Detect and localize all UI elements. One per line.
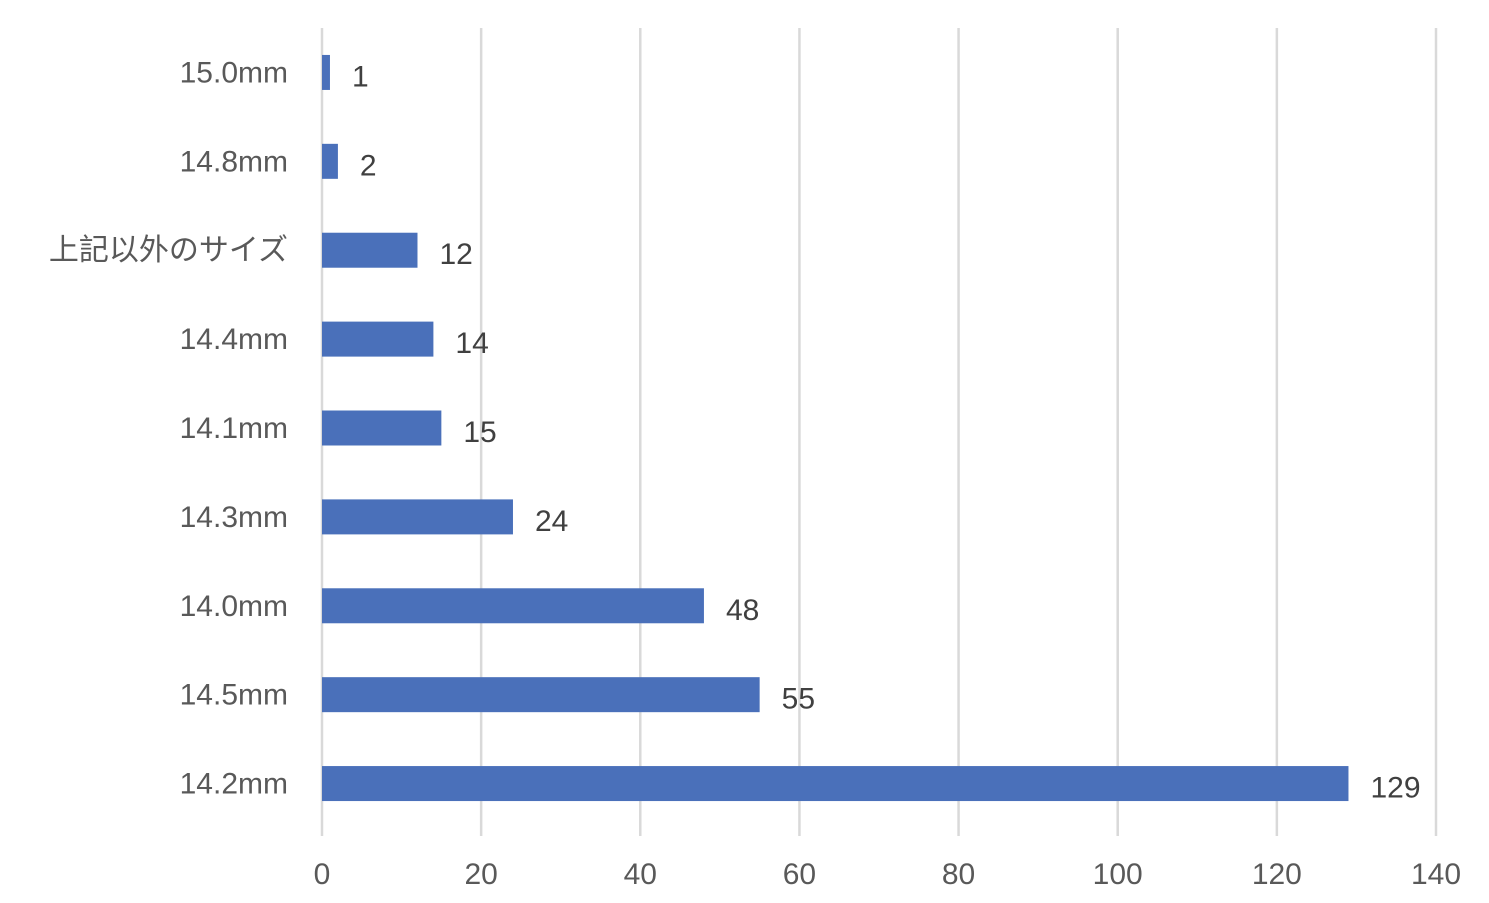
x-tick-label: 0 (314, 858, 331, 891)
bar (322, 410, 442, 446)
x-tick-label: 80 (942, 858, 975, 891)
bar (322, 143, 338, 179)
grid-lines (320, 28, 1438, 836)
data-label: 129 (1370, 772, 1420, 805)
x-tick-label: 40 (624, 858, 657, 891)
category-label: 15.0mm (180, 56, 288, 89)
bar (322, 677, 760, 713)
bar (322, 54, 330, 90)
x-tick-labels: 0 20 40 60 80 100 120 140 (314, 858, 1461, 891)
category-label: 14.2mm (180, 768, 288, 801)
data-labels: 129 55 48 24 15 14 12 2 1 (352, 60, 1421, 804)
data-label: 1 (352, 60, 369, 93)
x-tick-label: 120 (1252, 858, 1302, 891)
data-label: 14 (455, 327, 488, 360)
data-label: 55 (782, 683, 815, 716)
category-label: 14.8mm (180, 145, 288, 178)
category-labels: 14.2mm 14.5mm 14.0mm 14.3mm 14.1mm 14.4mm 上記以外… (49, 56, 288, 800)
data-label: 15 (463, 416, 496, 449)
data-label: 2 (360, 149, 377, 182)
data-label: 24 (535, 505, 568, 538)
category-label: 14.1mm (180, 412, 288, 445)
data-label: 12 (439, 238, 472, 271)
bars (322, 54, 1349, 802)
x-tick-label: 140 (1411, 858, 1461, 891)
data-label: 48 (726, 594, 759, 627)
category-label: 14.0mm (180, 590, 288, 623)
bar (322, 766, 1349, 802)
category-label: 上記以外のサイズ (49, 234, 288, 267)
x-tick-label: 20 (464, 858, 497, 891)
bar (322, 588, 704, 624)
bar (322, 321, 434, 357)
bar (322, 499, 513, 535)
bar (322, 232, 418, 268)
x-tick-label: 100 (1093, 858, 1143, 891)
category-label: 14.3mm (180, 501, 288, 534)
category-label: 14.5mm (180, 679, 288, 712)
category-label: 14.4mm (180, 323, 288, 356)
x-tick-label: 60 (783, 858, 816, 891)
